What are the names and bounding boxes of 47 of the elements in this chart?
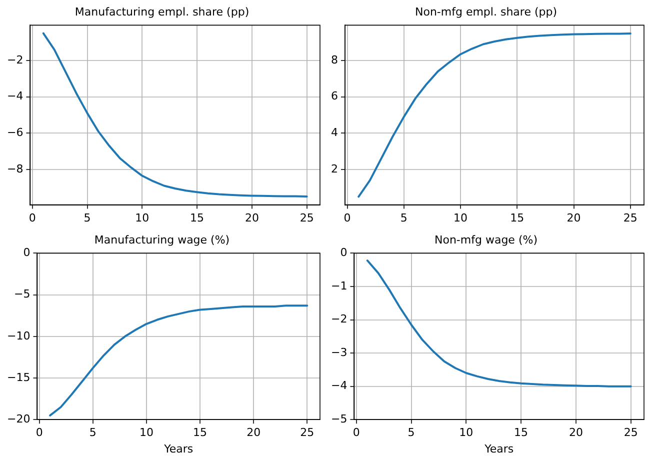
y-tick-label: 4 [331,126,338,139]
x-tick-label: 5 [84,211,91,224]
x-tick-label: 10 [139,426,154,440]
y-tick-label: −3 [330,346,348,359]
chart-title: Manufacturing empl. share (pp) [74,5,250,18]
y-tick-label: −6 [6,126,24,139]
x-tick-label: 0 [352,426,360,440]
y-tick-label: −1 [330,279,348,292]
y-tick-label: −15 [6,370,30,384]
x-tick-label: 20 [246,426,261,440]
x-tick-label: 15 [514,426,528,440]
y-tick-label: −8 [6,162,24,176]
x-tick-label: 10 [454,211,468,224]
y-tick-label: 0 [23,246,30,260]
x-tick-label: 10 [459,426,474,440]
y-tick-label: −5 [14,288,30,301]
x-tick-label: 20 [568,426,583,440]
x-tick-label: 5 [408,426,415,440]
x-tick-label: 15 [510,211,524,224]
y-tick-label: 8 [331,53,338,66]
x-tick-label: 20 [244,211,259,224]
y-tick-label: −4 [330,379,348,392]
x-tick-label: 5 [89,426,96,440]
chart-title: Non-mfg empl. share (pp) [414,5,558,18]
x-tick-label: 25 [300,426,314,440]
x-tick-label: 25 [623,211,638,224]
chart-title: Manufacturing wage (%) [94,233,230,246]
y-tick-label: −5 [330,412,348,426]
x-tick-label: 0 [36,426,43,440]
y-tick-label: 2 [331,162,338,176]
y-tick-label: −10 [6,329,30,342]
y-tick-label: −20 [6,412,30,426]
y-tick-label: −4 [6,90,24,103]
x-axis-title: Years [163,442,194,456]
x-tick-label: 25 [300,211,314,224]
x-axis-title: Years [484,442,514,456]
y-tick-label: −2 [6,53,24,66]
y-tick-label: 0 [340,246,348,260]
chart-title: Non-mfg wage (%) [434,233,538,246]
y-tick-label: −2 [330,312,348,326]
x-tick-label: 20 [566,211,581,224]
y-tick-label: 6 [331,90,338,103]
x-tick-label: 10 [135,211,150,224]
x-tick-label: 15 [190,211,204,224]
x-tick-label: 5 [400,211,408,224]
x-tick-label: 25 [624,426,638,440]
x-tick-label: 15 [193,426,208,440]
